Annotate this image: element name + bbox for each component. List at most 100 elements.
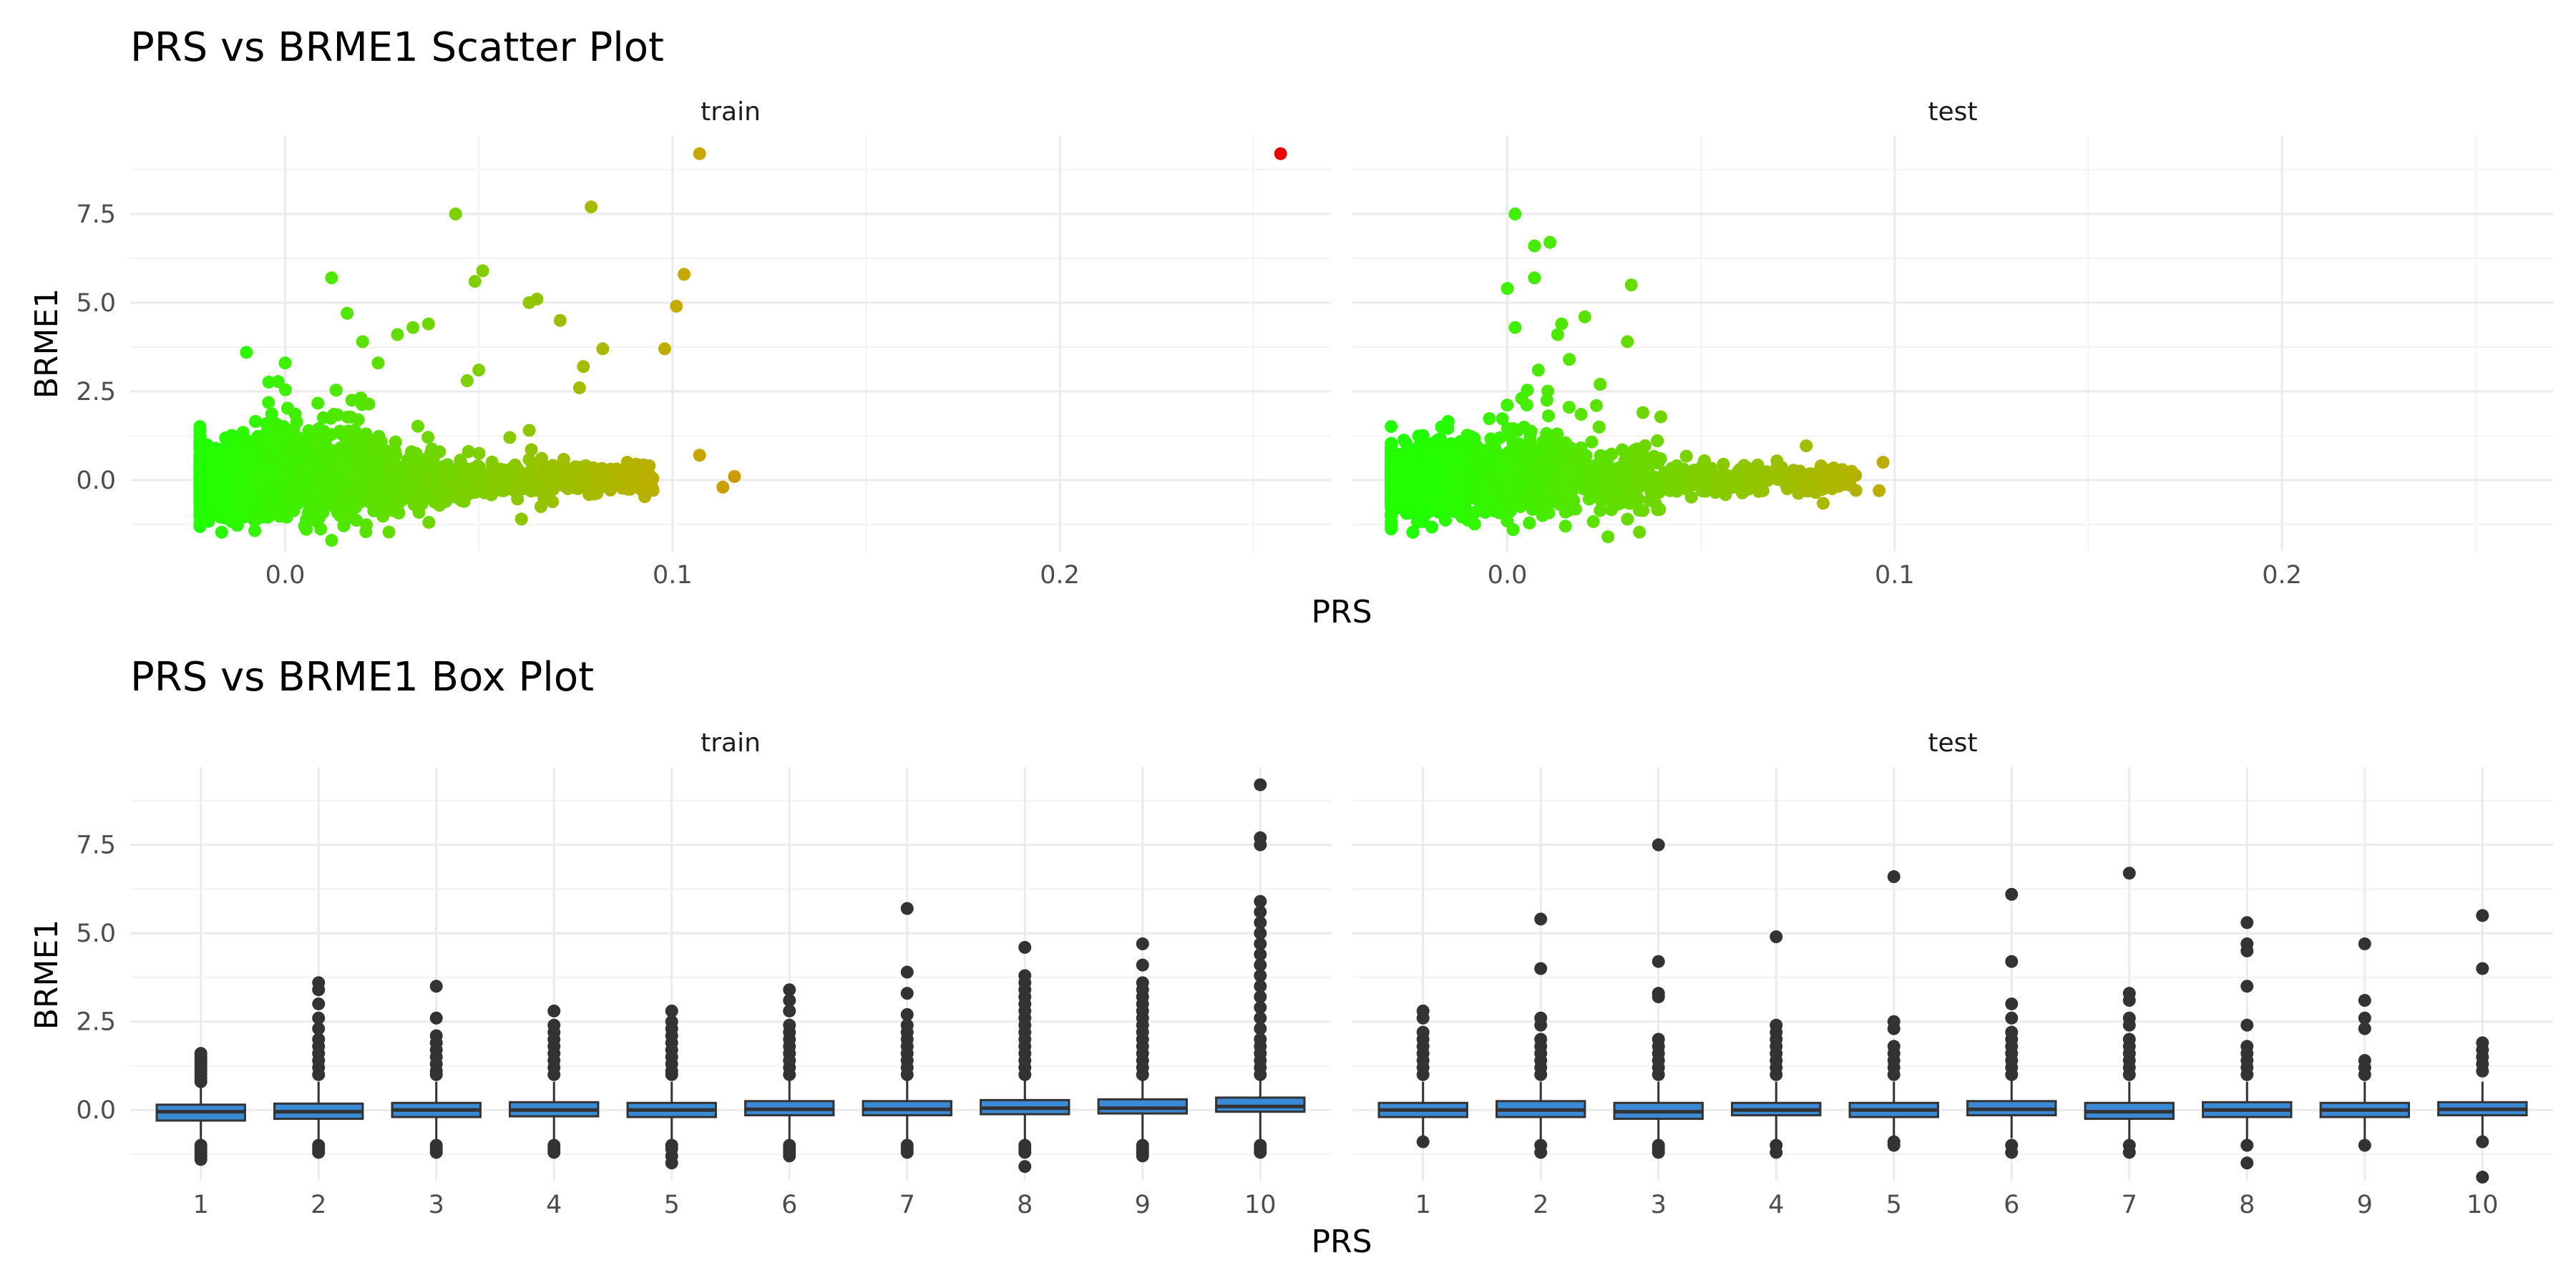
box-outlier xyxy=(1534,912,1548,926)
x-tick-label: 1 xyxy=(1415,1191,1431,1219)
scatter-point xyxy=(356,335,369,348)
scatter-point xyxy=(193,474,207,487)
scatter-point xyxy=(295,444,308,457)
scatter-point xyxy=(1488,440,1501,454)
scatter-point xyxy=(1601,530,1615,544)
scatter-point xyxy=(316,411,330,424)
x-tick-label: 0.0 xyxy=(1488,561,1528,590)
scatter-point xyxy=(278,383,292,396)
box-outlier xyxy=(900,965,914,979)
scatter-point xyxy=(693,449,706,462)
box-outlier xyxy=(900,1068,914,1081)
box-outlier xyxy=(1254,838,1267,852)
scatter-point xyxy=(361,471,375,484)
box-outlier xyxy=(1652,990,1665,1004)
box-outlier xyxy=(900,902,914,915)
scatter-point xyxy=(372,429,386,443)
x-tick-label: 4 xyxy=(1768,1191,1784,1219)
scatter-point xyxy=(1448,504,1462,518)
scatter-point xyxy=(218,481,231,494)
scatter-point xyxy=(1756,484,1770,497)
scatter-point xyxy=(1615,474,1629,487)
scatter-point xyxy=(525,443,538,457)
box-outlier xyxy=(1887,1068,1901,1081)
box-outlier xyxy=(2240,980,2254,993)
scatter-point xyxy=(1433,500,1446,514)
scatter-point xyxy=(1437,457,1450,471)
scatter-point xyxy=(570,460,583,474)
box-outlier xyxy=(1652,1146,1665,1159)
scatter-point xyxy=(1574,408,1588,421)
box-outlier xyxy=(1770,930,1783,944)
box-outlier xyxy=(2240,916,2254,930)
scatter-point xyxy=(281,451,295,464)
scatter-point xyxy=(1684,478,1698,492)
scatter-point xyxy=(329,384,343,397)
scatter-point xyxy=(243,495,257,509)
box-outlier xyxy=(1136,1068,1149,1081)
box-outlier xyxy=(2005,955,2019,968)
box-outlier xyxy=(547,1146,561,1159)
scatter-point xyxy=(281,401,295,415)
scatter-point xyxy=(359,427,373,441)
scatter-point xyxy=(259,464,273,478)
scatter-point xyxy=(1544,445,1558,459)
box-outlier xyxy=(1136,937,1149,951)
scatter-point xyxy=(1416,467,1430,481)
scatter-point xyxy=(441,458,454,472)
box-outlier xyxy=(1887,1022,1901,1035)
box-outlier xyxy=(1416,1011,1430,1025)
box-outlier xyxy=(900,987,914,1000)
scatter-point xyxy=(1480,497,1494,510)
x-tick-label: 8 xyxy=(2239,1191,2255,1219)
x-tick-label: 2 xyxy=(311,1191,326,1219)
scatter-point xyxy=(471,471,484,484)
box-outlier xyxy=(2122,1068,2136,1081)
scatter-point xyxy=(377,493,391,507)
scatter-point xyxy=(345,394,358,407)
box-outlier xyxy=(547,1068,561,1081)
scatter-point xyxy=(1508,321,1522,334)
scatter-point xyxy=(1475,477,1489,490)
x-tick-label: 7 xyxy=(899,1191,915,1219)
x-tick-label: 8 xyxy=(1017,1191,1033,1219)
scatter-point xyxy=(275,468,288,482)
scatter-point xyxy=(1590,482,1604,496)
scatter-point xyxy=(631,465,645,479)
scatter-point xyxy=(585,200,598,214)
scatter-point xyxy=(582,488,596,502)
scatter-point xyxy=(1508,208,1522,221)
scatter-point xyxy=(351,468,365,482)
scatter-point xyxy=(386,454,400,467)
x-tick-label: 3 xyxy=(1651,1191,1667,1219)
box-outlier xyxy=(1018,1068,1032,1081)
scatter-point xyxy=(1565,486,1579,499)
scatter-point xyxy=(228,507,241,521)
scatter-point xyxy=(1562,401,1576,414)
scatter-point xyxy=(203,472,217,486)
scatter-point xyxy=(400,477,414,491)
scatter-point xyxy=(205,454,219,468)
scatter-point xyxy=(325,271,338,285)
scatter-point xyxy=(1633,525,1646,539)
scatter-point xyxy=(1653,502,1667,516)
x-tick-label: 7 xyxy=(2122,1191,2137,1219)
box-outlier xyxy=(2240,1068,2254,1081)
scatter-point xyxy=(1433,469,1446,482)
scatter-point xyxy=(1586,514,1600,528)
scatter-point xyxy=(678,268,691,281)
scatter-point xyxy=(193,519,207,532)
scatter-point xyxy=(1521,497,1535,511)
scatter-point xyxy=(1551,328,1564,341)
box-outlier xyxy=(1534,1068,1548,1081)
scatter-point xyxy=(193,449,207,462)
scatter-point xyxy=(372,482,386,495)
scatter-point xyxy=(1587,467,1601,481)
box-outlier xyxy=(2122,867,2136,880)
box-outlier xyxy=(783,1004,796,1018)
x-tick-label: 9 xyxy=(1135,1191,1151,1219)
scatter-x-axis-label: PRS xyxy=(1311,594,1372,630)
